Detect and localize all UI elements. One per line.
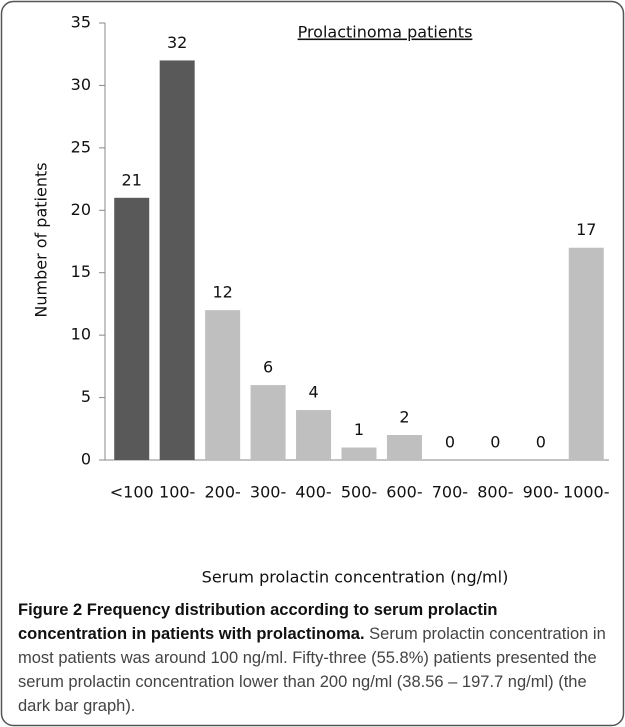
y-tick-label: 25 xyxy=(71,137,91,156)
y-tick-label: 20 xyxy=(71,200,91,219)
data-label: 0 xyxy=(490,433,500,452)
bar xyxy=(159,60,195,460)
x-tick-label: 700- xyxy=(432,483,468,502)
data-label: 6 xyxy=(263,358,273,377)
x-tick-label: 400- xyxy=(295,483,331,502)
bar xyxy=(341,447,377,460)
bar xyxy=(386,435,422,460)
x-tick-label: 900- xyxy=(523,483,559,502)
data-label: 0 xyxy=(536,433,546,452)
y-tick-label: 5 xyxy=(81,387,91,406)
data-label: 12 xyxy=(212,283,232,302)
data-label: 4 xyxy=(308,383,318,402)
data-label: 32 xyxy=(167,33,187,52)
x-tick-label: 100- xyxy=(159,483,195,502)
caption-title: Figure 2 Frequency distribution accordin… xyxy=(18,601,498,643)
y-tick-label: 30 xyxy=(71,75,91,94)
x-tick-label: 1000- xyxy=(563,483,610,502)
data-label: 17 xyxy=(576,220,596,239)
y-tick-label: 0 xyxy=(81,450,91,469)
caption-text: Serum prolactin concentration in most pa… xyxy=(18,625,606,715)
x-tick-label: 800- xyxy=(477,483,513,502)
data-label: 0 xyxy=(445,433,455,452)
x-axis-label: Serum prolactin concentration (ng/ml) xyxy=(202,568,509,587)
y-tick-label: 35 xyxy=(71,13,91,32)
bar xyxy=(250,385,286,460)
data-label: 1 xyxy=(354,420,364,439)
y-tick-label: 15 xyxy=(71,262,91,281)
x-tick-label: 600- xyxy=(386,483,422,502)
x-tick-label: 300- xyxy=(250,483,286,502)
bar xyxy=(296,410,332,460)
x-tick-label: 500- xyxy=(341,483,377,502)
data-label: 21 xyxy=(122,170,142,189)
bar xyxy=(568,247,604,460)
y-axis-label: Number of patients xyxy=(32,162,51,317)
data-label: 2 xyxy=(399,408,409,427)
bar xyxy=(205,310,241,460)
caption: Figure 2 Frequency distribution accordin… xyxy=(18,598,610,718)
y-tick-label: 10 xyxy=(71,325,91,344)
bar xyxy=(114,197,150,461)
x-tick-label: 200- xyxy=(204,483,240,502)
chart-title: Prolactinoma patients xyxy=(298,23,473,42)
x-tick-label: <100 xyxy=(110,483,154,502)
